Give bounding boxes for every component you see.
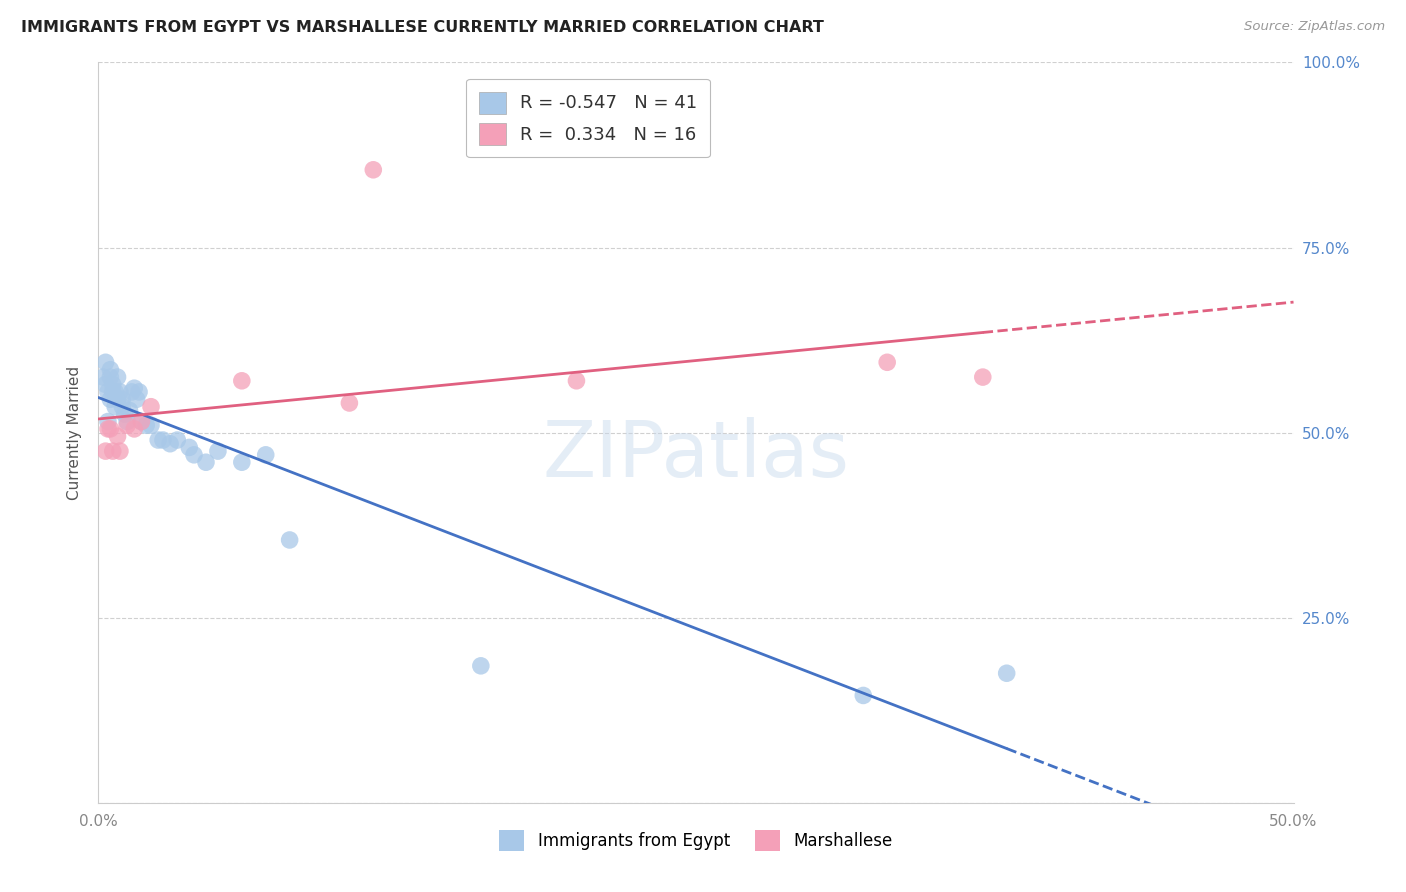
Point <box>118 403 141 417</box>
Y-axis label: Currently Married: Currently Married <box>67 366 83 500</box>
Point <box>278 533 301 547</box>
Point <box>98 362 122 376</box>
Point <box>111 392 134 407</box>
Point <box>108 384 131 399</box>
Point <box>104 400 127 414</box>
Point <box>195 455 218 469</box>
Point <box>94 444 117 458</box>
Point <box>97 415 120 429</box>
Text: Source: ZipAtlas.com: Source: ZipAtlas.com <box>1244 20 1385 33</box>
Point <box>339 396 361 410</box>
Point <box>97 422 120 436</box>
Point <box>125 392 148 407</box>
Point <box>470 658 492 673</box>
Point <box>876 355 898 369</box>
Point <box>135 418 157 433</box>
Text: ZIPatlas: ZIPatlas <box>543 417 849 493</box>
Point <box>179 441 201 455</box>
Point <box>852 689 875 703</box>
Point <box>101 384 124 399</box>
Point <box>139 400 162 414</box>
Point <box>565 374 588 388</box>
Point <box>159 436 181 450</box>
Point <box>131 415 153 429</box>
Point <box>231 455 253 469</box>
Point <box>94 355 117 369</box>
Point <box>94 377 117 392</box>
Point <box>114 407 136 421</box>
Point <box>231 374 253 388</box>
Point <box>124 381 146 395</box>
Point <box>131 415 153 429</box>
Point <box>108 444 131 458</box>
Point <box>115 415 138 429</box>
Point <box>107 370 129 384</box>
Point <box>207 444 229 458</box>
Point <box>254 448 277 462</box>
Point <box>121 384 143 399</box>
Legend: Immigrants from Egypt, Marshallese: Immigrants from Egypt, Marshallese <box>492 823 900 857</box>
Point <box>91 370 114 384</box>
Point <box>139 418 162 433</box>
Point <box>128 384 150 399</box>
Point <box>115 418 138 433</box>
Point <box>107 392 129 407</box>
Point <box>98 392 122 407</box>
Point <box>363 162 385 177</box>
Point <box>972 370 994 384</box>
Point <box>97 384 120 399</box>
Point <box>98 422 122 436</box>
Point <box>111 400 134 414</box>
Point <box>183 448 205 462</box>
Point <box>104 384 127 399</box>
Point <box>98 370 122 384</box>
Text: IMMIGRANTS FROM EGYPT VS MARSHALLESE CURRENTLY MARRIED CORRELATION CHART: IMMIGRANTS FROM EGYPT VS MARSHALLESE CUR… <box>21 20 824 35</box>
Point <box>124 422 146 436</box>
Point <box>148 433 170 447</box>
Point <box>166 433 188 447</box>
Point <box>152 433 174 447</box>
Point <box>995 666 1018 681</box>
Point <box>107 429 129 443</box>
Point <box>101 377 124 392</box>
Point <box>101 444 124 458</box>
